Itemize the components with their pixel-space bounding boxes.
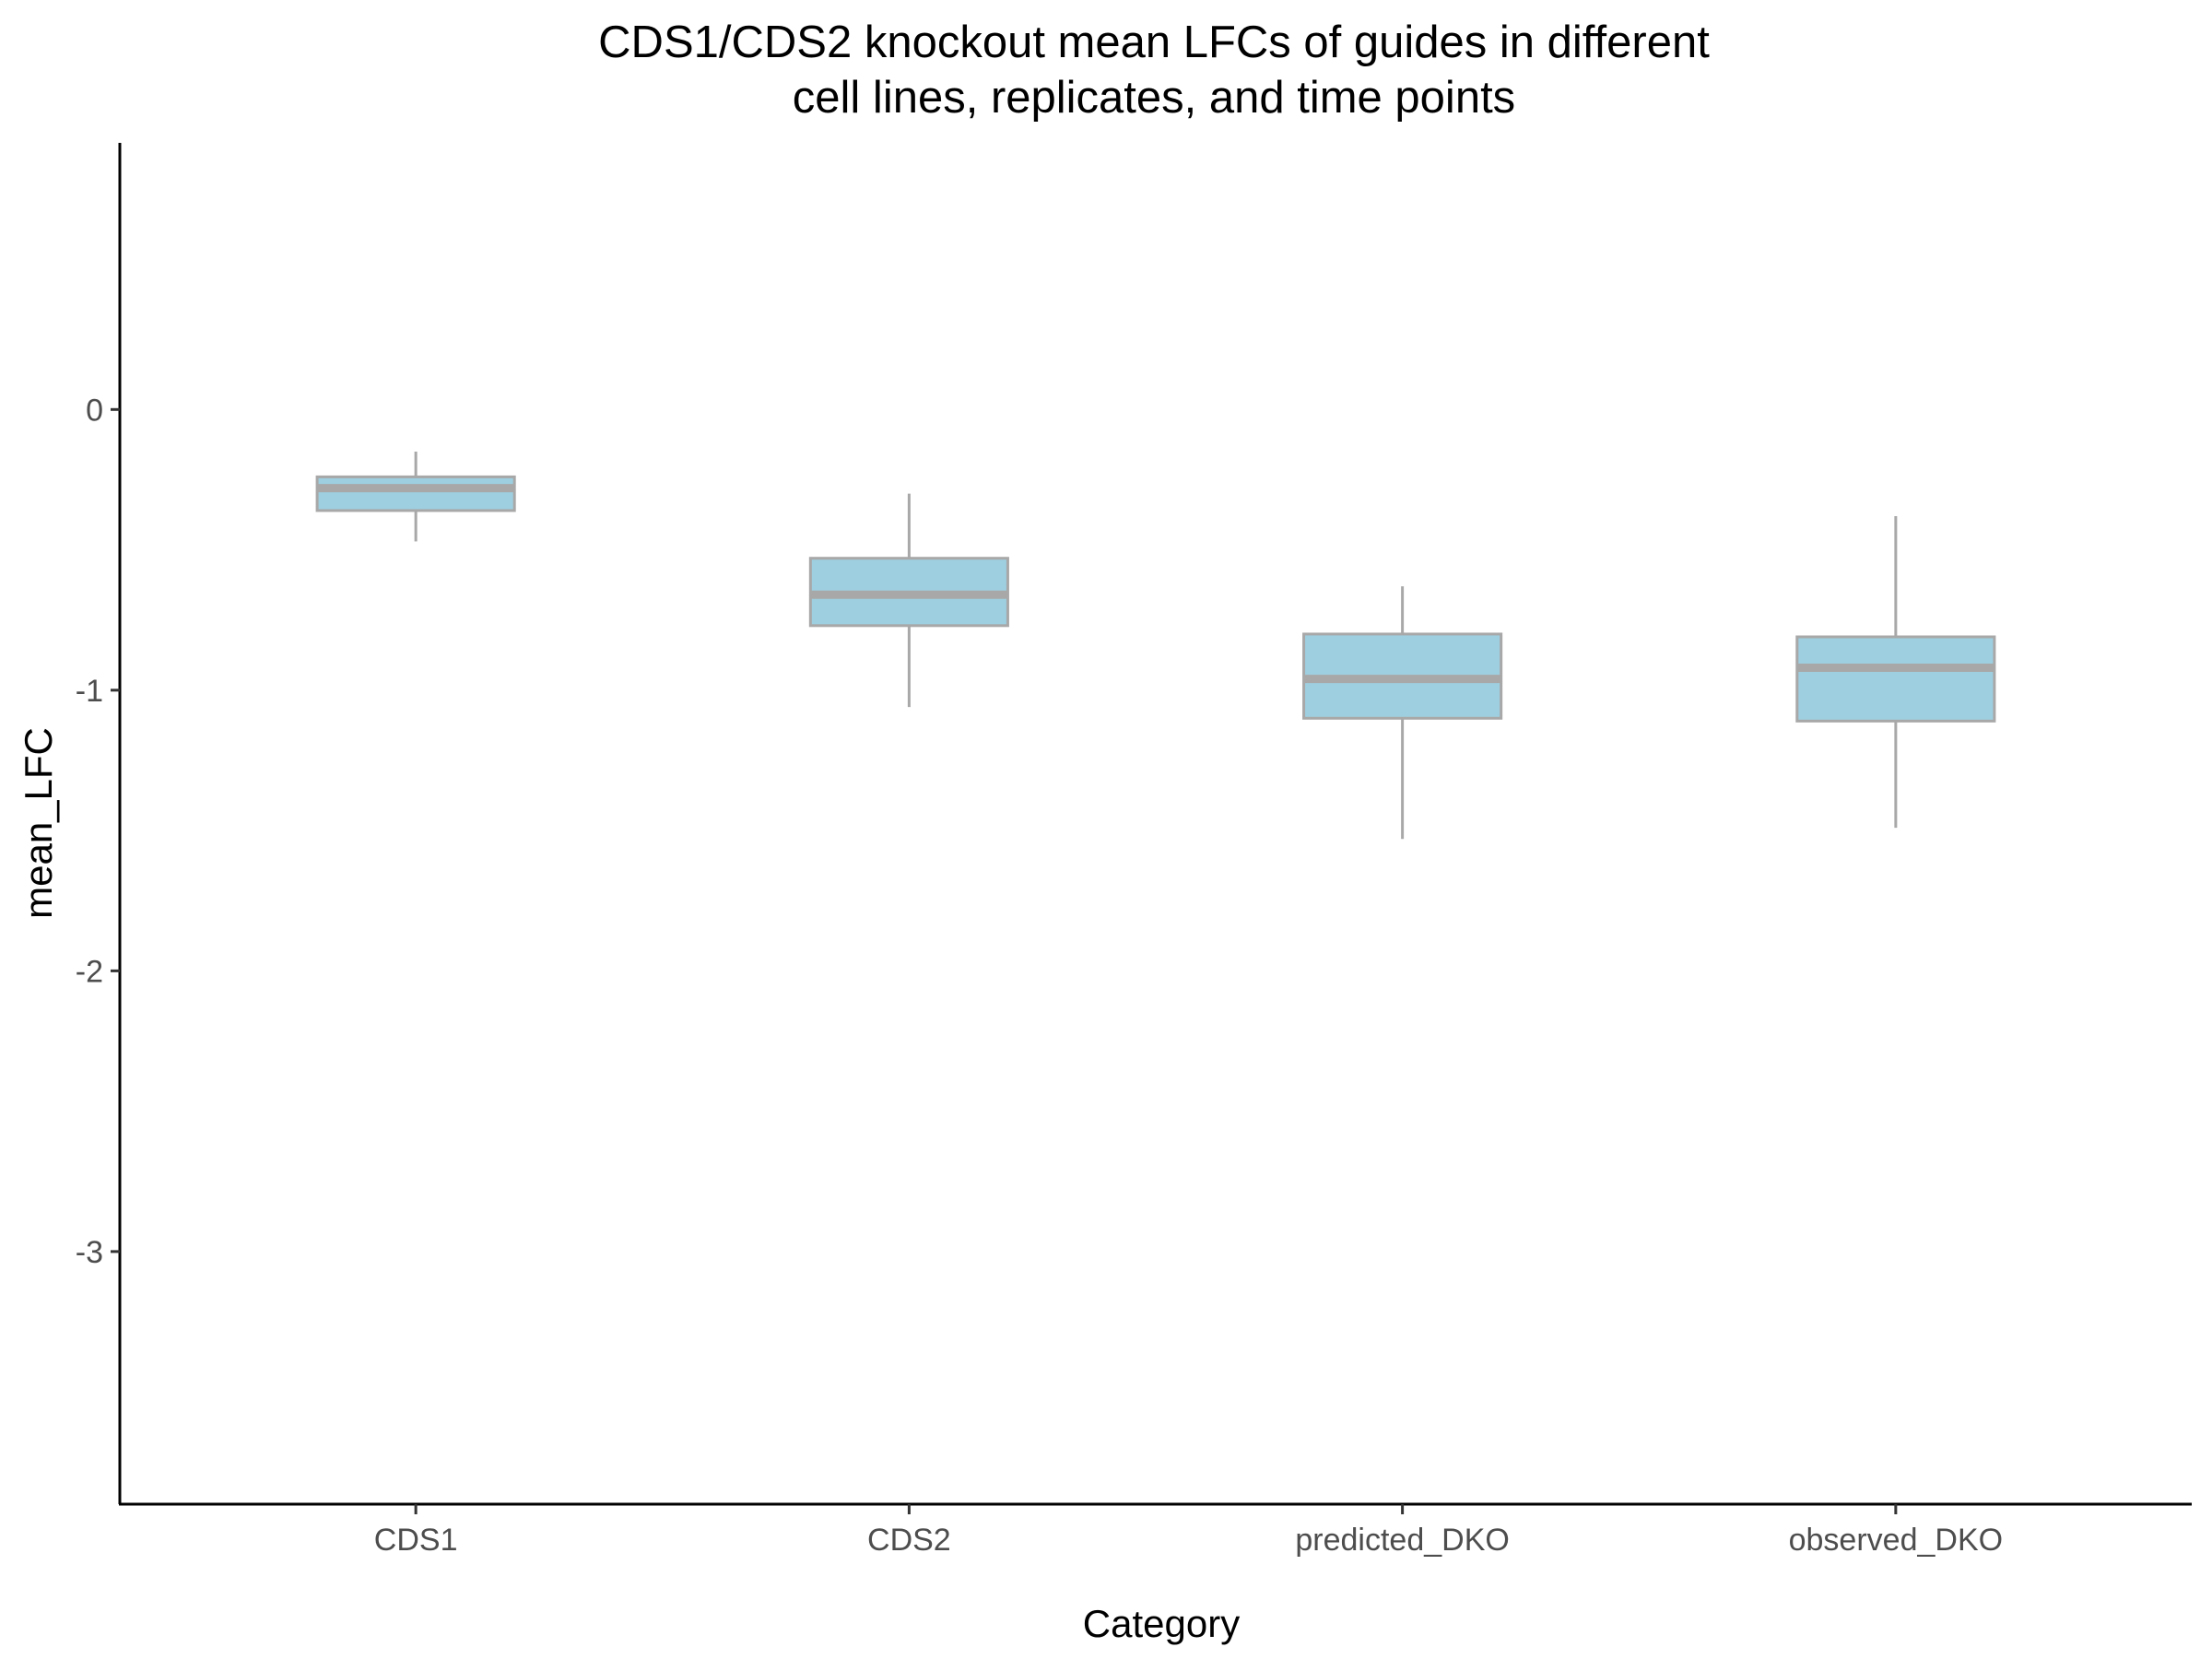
iqr-box — [315, 475, 516, 512]
x-tick-label: CDS1 — [374, 1523, 458, 1558]
box-CDS1 — [315, 451, 516, 542]
x-axis-title: Category — [1083, 1602, 1240, 1645]
y-tick-label: -3 — [76, 1235, 103, 1270]
iqr-box — [1795, 635, 1996, 723]
box-observed_DKO — [1795, 516, 1996, 829]
y-tick-label: -1 — [76, 674, 103, 709]
chart-title: CDS1/CDS2 knockout mean LFCs of guides i… — [598, 18, 1710, 67]
x-tick-label: CDS2 — [867, 1523, 951, 1558]
x-tick-label: predicted_DKO — [1295, 1523, 1509, 1558]
y-axis-title: mean_LFC — [17, 727, 60, 919]
x-tick-label: observed_DKO — [1789, 1523, 2003, 1558]
box-CDS2 — [808, 493, 1009, 708]
chart-subtitle: cell lines, replicates, and time points — [793, 73, 1515, 123]
y-axis-ticks: 0 -1 -2 -3 — [76, 393, 120, 1270]
y-tick-label: 0 — [86, 393, 103, 428]
boxes-layer — [315, 451, 1996, 840]
y-tick-label: -2 — [76, 954, 103, 989]
box-predicted_DKO — [1302, 586, 1503, 840]
x-axis-ticks: CDS1 CDS2 predicted_DKO observed_DKO — [374, 1504, 2003, 1558]
